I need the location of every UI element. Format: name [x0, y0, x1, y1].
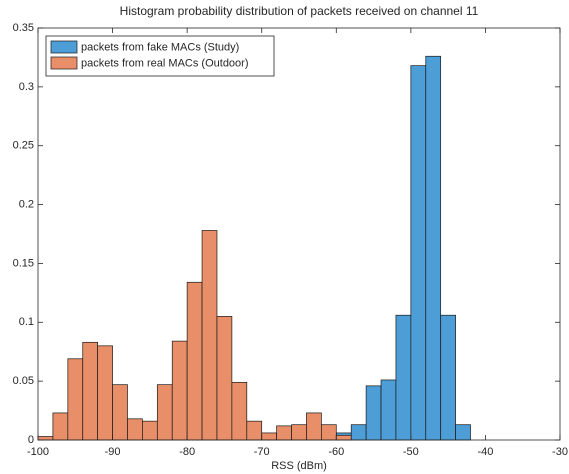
y-tick-label: 0.2 — [19, 198, 34, 210]
y-tick-label: 0 — [28, 434, 34, 446]
histogram-bar — [52, 412, 69, 441]
histogram-bar — [306, 412, 322, 441]
y-tick-label: 0.05 — [13, 375, 34, 387]
histogram-bar — [216, 316, 233, 441]
x-tick-label: -40 — [477, 446, 493, 458]
histogram-bar — [335, 434, 352, 441]
histogram-bar — [67, 358, 84, 441]
legend-swatch — [50, 40, 78, 54]
y-tick-label: 0.35 — [13, 22, 34, 34]
legend-label: packets from real MACs (Outdoor) — [81, 57, 249, 69]
histogram-bar — [350, 424, 367, 441]
histogram-bar — [186, 281, 203, 441]
histogram-bar — [440, 314, 456, 441]
histogram-bar — [112, 384, 128, 441]
legend-box — [45, 35, 275, 77]
x-tick-label: -70 — [254, 446, 270, 458]
histogram-bar — [127, 418, 143, 441]
histogram-bar — [97, 345, 113, 441]
histogram-bar — [82, 341, 99, 441]
histogram-bar — [380, 379, 397, 441]
histogram-bar — [142, 420, 158, 441]
histogram-bar — [425, 55, 442, 441]
y-tick-label: 0.15 — [13, 257, 34, 269]
histogram-bar — [261, 432, 277, 441]
histogram-bar — [231, 381, 248, 441]
legend-label: packets from fake MACs (Study) — [81, 41, 239, 53]
x-tick-label: -30 — [552, 446, 568, 458]
histogram-bar — [321, 424, 337, 441]
histogram-bar — [171, 340, 188, 441]
x-tick-label: -50 — [403, 446, 419, 458]
x-tick-label: -60 — [328, 446, 344, 458]
histogram-bar — [156, 384, 173, 441]
axes-box — [37, 27, 561, 441]
x-axis-label: RSS (dBm) — [271, 460, 327, 472]
histogram-bar — [291, 424, 307, 441]
plot-area — [38, 28, 560, 440]
histogram-bar — [276, 425, 292, 441]
histogram-bar — [201, 230, 218, 441]
chart-title: Histogram probability distribution of pa… — [120, 4, 479, 18]
x-tick-label: -80 — [179, 446, 195, 458]
y-tick-label: 0.3 — [19, 81, 34, 93]
histogram-bar — [246, 420, 263, 441]
histogram-bar — [365, 385, 382, 441]
histogram-bar — [395, 314, 412, 441]
y-tick-label: 0.25 — [13, 140, 34, 152]
histogram-bar — [37, 436, 54, 441]
x-tick-label: -90 — [105, 446, 121, 458]
histogram-bar — [455, 424, 471, 441]
legend-swatch — [50, 56, 78, 70]
histogram-bar — [410, 65, 427, 441]
y-tick-label: 0.1 — [19, 316, 34, 328]
x-tick-label: -100 — [27, 446, 49, 458]
